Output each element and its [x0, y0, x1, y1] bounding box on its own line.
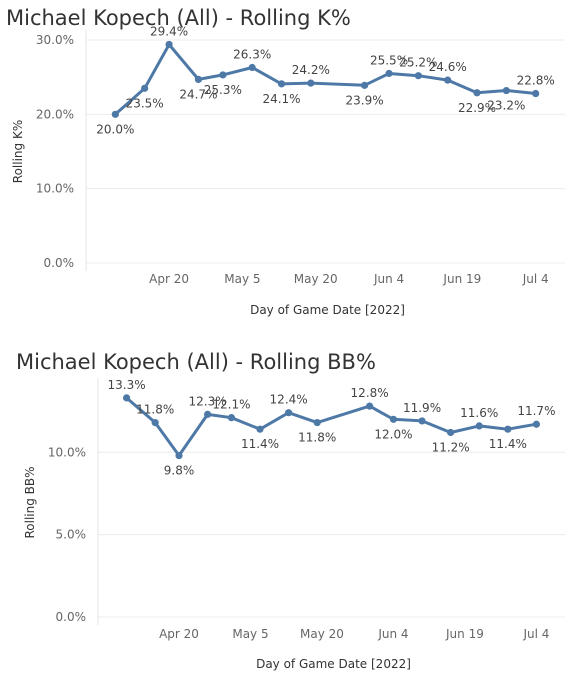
rolling-bb-chart: Michael Kopech (All) - Rolling BB% 0.0% 5… — [0, 340, 574, 677]
x-tick-label: Jul 4 — [522, 272, 549, 286]
x-tick-label: Apr 20 — [149, 272, 189, 286]
data-label: 11.6% — [460, 406, 498, 420]
y-tick-label: 0.0% — [44, 256, 75, 270]
data-point — [248, 63, 256, 72]
x-tick-label: Jun 4 — [377, 627, 408, 641]
x-tick-label: Apr 20 — [159, 627, 199, 641]
chart-title: Michael Kopech (All) - Rolling BB% — [16, 350, 376, 374]
rolling-k-chart: Michael Kopech (All) - Rolling K% 0.0% 10… — [0, 0, 574, 330]
data-point — [532, 89, 540, 98]
data-label: 25.3% — [204, 83, 242, 97]
chart-title: Michael Kopech (All) - Rolling K% — [6, 6, 351, 30]
data-label: 11.8% — [298, 431, 336, 445]
data-point — [389, 415, 398, 423]
data-point — [175, 451, 183, 460]
data-point — [385, 69, 393, 78]
x-tick-label: May 20 — [294, 272, 338, 286]
data-point — [307, 79, 315, 87]
data-point — [504, 425, 512, 433]
data-point — [475, 422, 483, 430]
data-label: 26.3% — [233, 48, 271, 62]
data-point — [418, 417, 426, 425]
data-label: 13.3% — [108, 378, 146, 392]
data-label: 22.8% — [517, 74, 555, 88]
y-axis-title: Rolling K% — [11, 120, 25, 183]
data-point — [151, 418, 159, 427]
x-axis-title: Day of Game Date [2022] — [256, 657, 411, 671]
data-label: 29.4% — [150, 24, 188, 38]
data-label: 12.3% — [189, 394, 227, 408]
y-axis-title: Rolling BB% — [23, 466, 37, 538]
data-point — [313, 418, 321, 427]
data-point — [204, 410, 212, 418]
data-label: 24.6% — [429, 60, 467, 74]
data-label: 11.2% — [432, 440, 470, 454]
data-point — [532, 420, 541, 428]
data-point — [361, 81, 369, 89]
data-label: 23.9% — [346, 93, 384, 107]
data-label: 12.8% — [351, 386, 389, 400]
rolling-bb-plot: 0.0% 5.0% 10.0% Apr 20 May 5 May 20 Jun 4 Jun 1… — [23, 378, 565, 671]
data-point — [414, 72, 422, 80]
y-tick-label: 0.0% — [56, 610, 87, 624]
data-label: 25.2% — [399, 56, 437, 70]
data-point — [194, 75, 203, 83]
data-point — [111, 110, 119, 118]
data-label: 11.9% — [403, 401, 441, 415]
data-point — [285, 409, 293, 417]
data-point — [447, 428, 455, 437]
x-tick-label: Jun 4 — [373, 272, 404, 286]
data-point — [366, 402, 374, 410]
data-point — [444, 76, 452, 84]
rolling-k-plot: 0.0% 10.0% 20.0% 30.0% Apr 20 May 5 May 20 Jun … — [11, 24, 565, 317]
data-label: 20.0% — [96, 122, 134, 136]
data-point — [141, 84, 149, 92]
data-point — [277, 80, 286, 88]
data-label: 11.7% — [517, 404, 555, 418]
data-label: 11.4% — [241, 437, 279, 451]
data-label: 12.0% — [374, 427, 412, 441]
y-tick-label: 10.0% — [36, 182, 74, 196]
data-label: 12.4% — [270, 393, 308, 407]
x-tick-label: May 20 — [300, 627, 344, 641]
data-point — [122, 394, 131, 402]
data-label: 23.2% — [487, 99, 525, 113]
data-point — [227, 414, 236, 422]
y-tick-label: 5.0% — [56, 528, 87, 542]
data-label: 9.8% — [164, 464, 195, 478]
data-label: 11.8% — [136, 403, 174, 417]
x-axis-title: Day of Game Date [2022] — [250, 303, 405, 317]
x-tick-label: Jun 19 — [445, 627, 484, 641]
data-point — [256, 425, 264, 433]
x-tick-label: Jun 19 — [442, 272, 481, 286]
data-label: 12.1% — [212, 398, 250, 412]
x-tick-label: May 5 — [224, 272, 260, 286]
data-label: 25.5% — [370, 53, 408, 67]
data-label: 24.7% — [179, 87, 217, 101]
y-tick-label: 30.0% — [36, 33, 74, 47]
data-point — [219, 71, 227, 79]
x-tick-label: Jul 4 — [522, 627, 549, 641]
data-label: 22.9% — [458, 101, 496, 115]
data-label: 23.5% — [126, 96, 164, 110]
data-label: 24.1% — [262, 92, 300, 106]
data-label: 11.4% — [489, 437, 527, 451]
y-tick-label: 20.0% — [36, 107, 74, 121]
y-tick-label: 10.0% — [48, 445, 86, 459]
data-point — [165, 40, 173, 49]
data-point — [473, 89, 481, 97]
x-tick-label: May 5 — [232, 627, 268, 641]
data-point — [502, 86, 510, 95]
data-label: 24.2% — [292, 63, 330, 77]
